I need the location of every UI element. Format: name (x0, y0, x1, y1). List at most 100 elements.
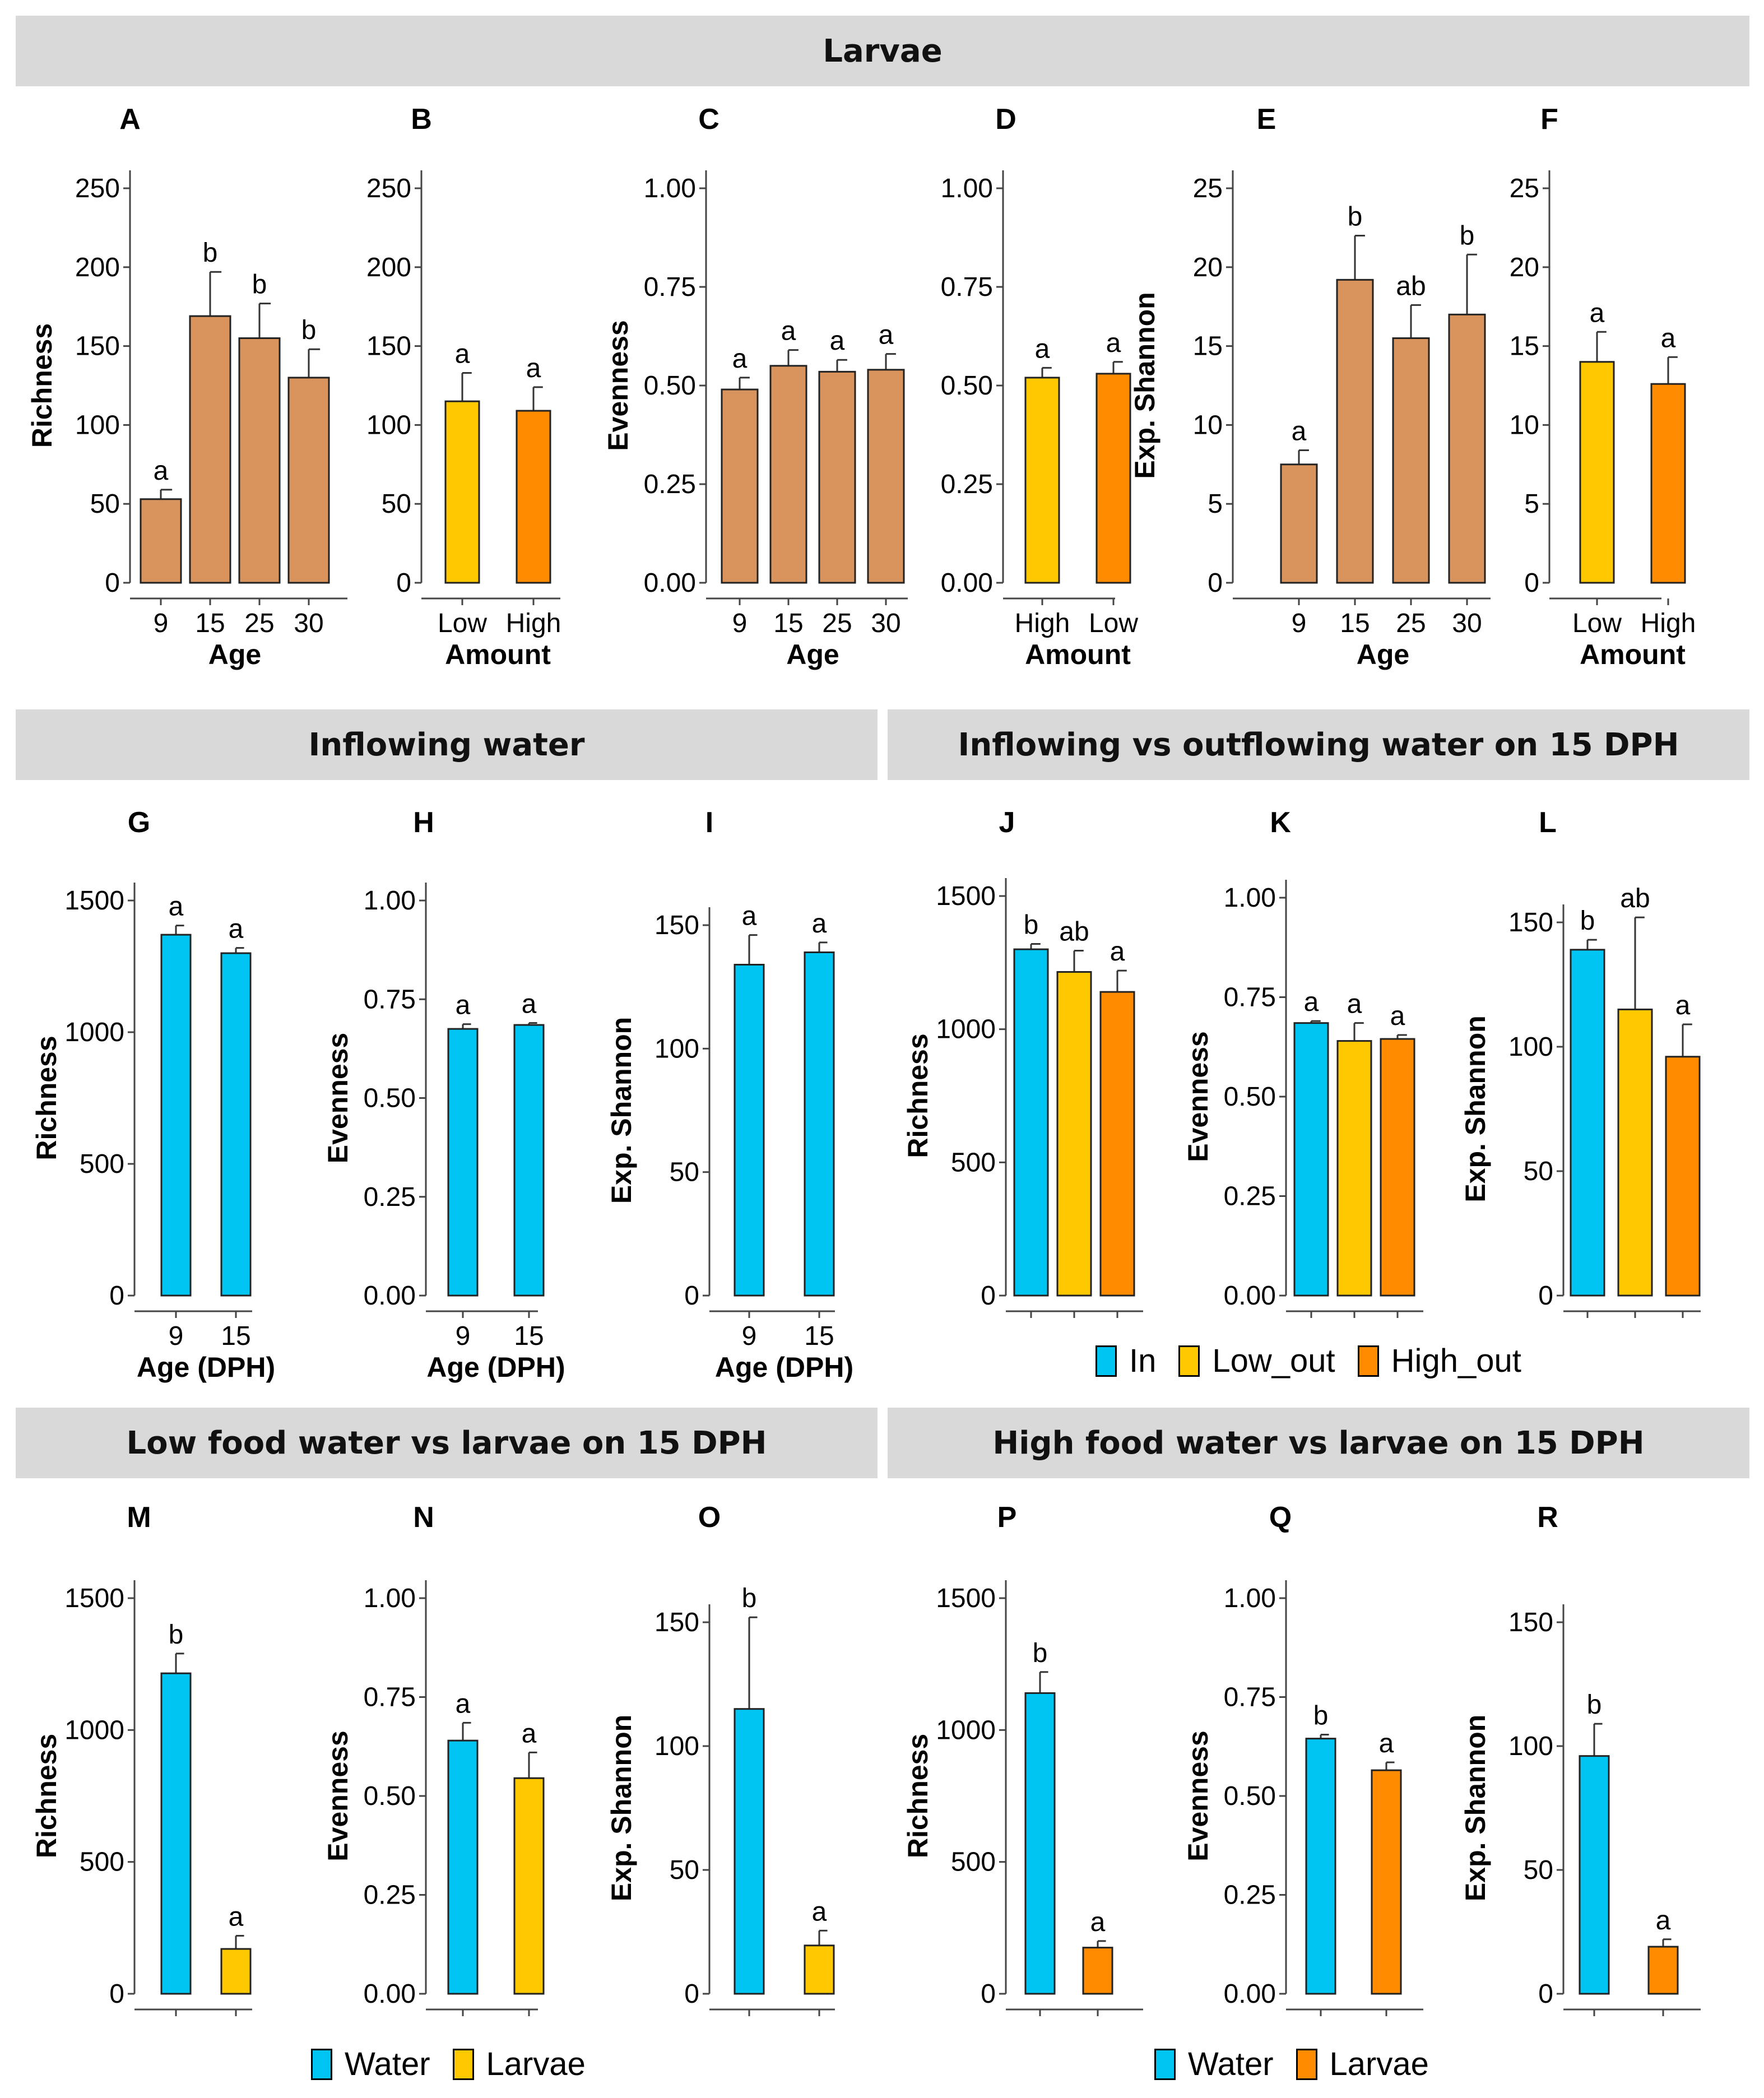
panel-C: C 0.00 0.25 0.50 0.75 1.00 Evenness a 9 a 15 a 25 a 30… (602, 103, 908, 670)
y-tick-label: 10 (1193, 410, 1223, 440)
bar-25 (238, 337, 281, 584)
y-tick-label: 0.75 (364, 1683, 416, 1712)
y-tick-label: 100 (1508, 1032, 1553, 1062)
y-tick-label: 1000 (936, 1715, 996, 1745)
bar-9 (1280, 463, 1318, 584)
y-tick-label: 100 (366, 410, 411, 440)
bar-15 (804, 951, 835, 1297)
x-tick-label: 15 (514, 1321, 544, 1351)
y-tick-label: 5 (1524, 489, 1539, 519)
y-axis-label: Exp. Shannon (606, 1017, 637, 1204)
x-axis-label: Age (DPH) (715, 1352, 853, 1383)
y-tick-label: 50 (670, 1158, 699, 1187)
y-tick-label: 5 (1208, 489, 1223, 519)
y-tick-label: 0.75 (1224, 983, 1276, 1013)
significance-letter: a (1304, 987, 1319, 1017)
y-tick-label: 0 (105, 568, 120, 598)
bar-Water (447, 1739, 479, 1995)
significance-letter: a (456, 1689, 471, 1719)
bar-9 (160, 934, 192, 1297)
y-tick-label: 100 (1508, 1732, 1553, 1761)
x-axis-label: Age (786, 639, 839, 670)
y-tick-label: 25 (1193, 174, 1223, 203)
legend-label: Larvae (486, 2046, 586, 2082)
y-tick-label: 0 (1524, 568, 1539, 598)
x-tick-label: 15 (1340, 609, 1370, 638)
significance-letter: b (1580, 906, 1595, 936)
y-tick-label: 50 (90, 489, 120, 519)
panel-label: P (997, 1501, 1017, 1534)
bar-High (516, 410, 551, 584)
x-tick-label: 25 (244, 609, 274, 638)
banner-high-food: High food water vs larvae on 15 DPH (888, 1408, 1749, 1478)
significance-letter: b (1024, 911, 1039, 940)
bar-9 (447, 1028, 479, 1297)
y-tick-label: 0.50 (644, 371, 696, 401)
significance-letter: a (781, 317, 796, 346)
y-tick-label: 50 (1524, 1855, 1553, 1885)
y-tick-label: 0.00 (364, 1281, 416, 1311)
panel-M: M 0 500 1000 1500 Richness b a (31, 1501, 252, 2016)
significance-letter: a (522, 1719, 537, 1748)
x-tick-label: 30 (871, 609, 900, 638)
panel-label: M (127, 1501, 151, 1534)
x-tick-label: 15 (195, 609, 225, 638)
legend-label: High_out (1391, 1343, 1521, 1379)
y-tick-label: 1.00 (364, 886, 416, 916)
x-axis-label: Age (DPH) (426, 1352, 565, 1383)
x-tick-label: 30 (1452, 609, 1482, 638)
legend-label: In (1129, 1343, 1157, 1379)
legend-swatch (1095, 1345, 1117, 1377)
bar-Larvae (220, 1948, 252, 1995)
x-axis-label: Amount (445, 639, 551, 670)
x-tick-label: High (1641, 609, 1696, 638)
panel-label: R (1537, 1501, 1558, 1534)
x-axis-label: Age (208, 639, 261, 670)
significance-letter: a (830, 326, 845, 356)
x-axis-label: Amount (1580, 639, 1686, 670)
panel-label: E (1257, 103, 1276, 136)
y-tick-label: 1.00 (1224, 1584, 1276, 1613)
significance-letter: a (526, 354, 541, 383)
x-tick-label: Low (438, 609, 487, 638)
y-tick-label: 20 (1510, 253, 1539, 282)
y-tick-label: 1500 (64, 1584, 124, 1613)
y-tick-label: 1.00 (364, 1584, 416, 1613)
x-tick-label: 9 (742, 1321, 757, 1351)
x-tick-label: 15 (804, 1321, 834, 1351)
x-tick-label: 15 (221, 1321, 250, 1351)
y-axis-label: Richness (31, 1734, 62, 1858)
significance-letter: b (1313, 1701, 1329, 1731)
y-tick-label: 0 (109, 1281, 124, 1311)
y-tick-label: 150 (654, 1608, 699, 1637)
x-tick-label: 15 (773, 609, 803, 638)
legend-label: Water (345, 2046, 430, 2082)
y-tick-label: 200 (366, 253, 411, 282)
y-tick-label: 500 (951, 1848, 996, 1877)
x-tick-label: 25 (822, 609, 852, 638)
bar-Low (1579, 361, 1615, 584)
bar-Larvae (1082, 1947, 1113, 1995)
y-tick-label: 0 (684, 1979, 699, 2009)
bar-High_out (1099, 991, 1135, 1297)
bar-Low_out (1336, 1040, 1372, 1297)
x-tick-label: Low (1572, 609, 1622, 638)
panel-label: H (413, 806, 434, 839)
y-tick-label: 0.25 (941, 470, 993, 499)
panel-label: L (1539, 806, 1557, 839)
y-tick-label: 0 (1538, 1979, 1553, 2009)
x-axis-label: Amount (1025, 639, 1131, 670)
significance-letter: a (1661, 323, 1676, 353)
banner-inflowing-water: Inflowing water (16, 709, 878, 780)
y-axis-label: Evenness (322, 1033, 354, 1163)
panel-L: L 0 50 100 150 Exp. Shannon bab a (1460, 806, 1701, 1318)
significance-letter: ab (1059, 917, 1089, 946)
x-tick-label: 9 (456, 1321, 471, 1351)
x-tick-label: 30 (294, 609, 323, 638)
bar-9 (721, 388, 759, 584)
significance-letter: a (1675, 991, 1691, 1020)
x-tick-label: 9 (169, 1321, 184, 1351)
bar-Low_out (1056, 971, 1092, 1297)
